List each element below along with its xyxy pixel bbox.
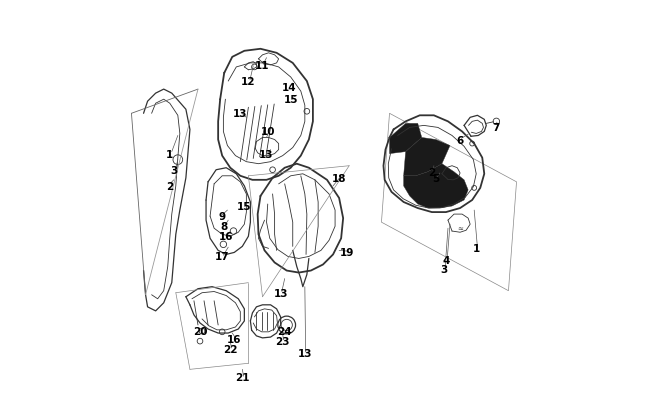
Text: 10: 10: [261, 127, 276, 137]
Text: 22: 22: [223, 344, 237, 354]
Text: 24: 24: [278, 326, 292, 336]
Text: 23: 23: [276, 336, 290, 346]
Polygon shape: [404, 164, 468, 209]
Text: 13: 13: [233, 109, 248, 119]
Text: 3: 3: [440, 264, 448, 274]
Text: 1: 1: [166, 149, 174, 159]
Text: 17: 17: [215, 252, 229, 262]
Text: 8: 8: [220, 222, 228, 232]
Text: 11: 11: [255, 61, 270, 71]
Text: 15: 15: [283, 95, 298, 105]
Text: 1: 1: [473, 244, 480, 254]
Text: 5: 5: [432, 173, 439, 183]
Text: 21: 21: [235, 373, 250, 382]
Text: 6: 6: [456, 135, 463, 145]
Text: 16: 16: [219, 232, 233, 242]
Text: ≈: ≈: [457, 225, 463, 231]
Text: 12: 12: [241, 77, 255, 87]
Text: 18: 18: [332, 173, 346, 183]
Text: 7: 7: [493, 123, 500, 133]
Text: 2: 2: [166, 181, 174, 192]
Text: 15: 15: [237, 202, 252, 211]
Text: 4: 4: [442, 256, 450, 266]
Text: 19: 19: [340, 248, 354, 258]
Polygon shape: [404, 138, 450, 176]
Polygon shape: [389, 124, 422, 154]
Text: 14: 14: [281, 83, 296, 93]
Text: 16: 16: [227, 334, 242, 344]
Text: 2: 2: [428, 167, 436, 177]
Text: 13: 13: [259, 149, 274, 159]
Text: 20: 20: [193, 326, 207, 336]
Text: 13: 13: [274, 288, 288, 298]
Text: 3: 3: [170, 165, 177, 175]
Text: 13: 13: [298, 348, 312, 358]
Text: 9: 9: [218, 211, 226, 222]
